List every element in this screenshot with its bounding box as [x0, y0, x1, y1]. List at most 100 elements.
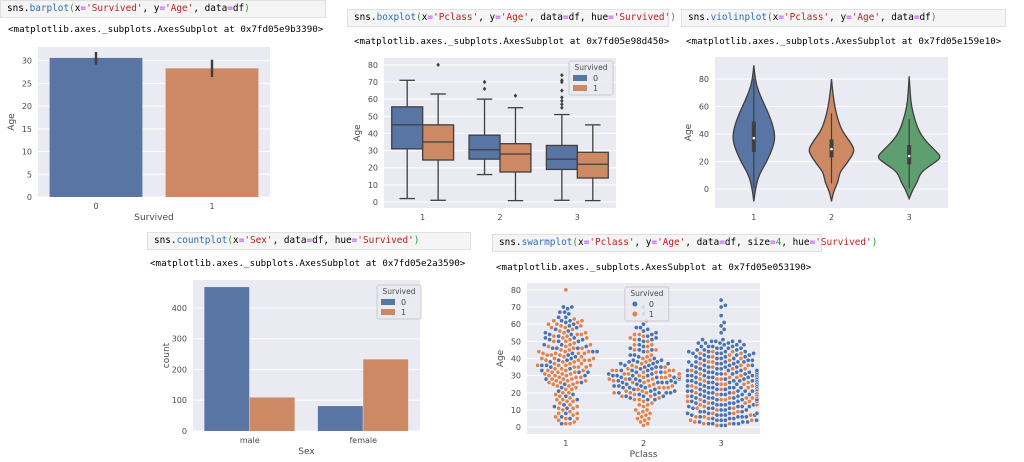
code-cell-countplot[interactable]: sns.countplot(x='Sex', data=df, hue='Sur…: [147, 232, 471, 250]
swarm-point: [739, 397, 745, 402]
swarm-point: [574, 397, 580, 402]
swarm-point: [641, 369, 646, 375]
swarm-point: [697, 414, 703, 420]
swarm-point: [649, 342, 655, 348]
code-token: =: [608, 12, 614, 23]
code-token: sns.: [354, 12, 377, 23]
swarm-point: [702, 378, 707, 384]
swarm-point: [710, 405, 716, 411]
swarm-point: [567, 361, 573, 366]
swarm-point: [583, 344, 589, 349]
swarm-point: [742, 371, 748, 377]
code-token: 'Survived': [815, 237, 872, 248]
code-token: =: [770, 237, 776, 248]
code-token: 'Survived': [357, 235, 414, 246]
swarm-point: [706, 375, 711, 380]
swarm-point: [697, 402, 703, 408]
code-token: =: [495, 12, 501, 23]
chart-countplot: 0 100 200 300 400 male female count Sex Survived 0…: [162, 280, 422, 457]
swarm-point: [567, 395, 573, 401]
legend-title: Survived: [575, 63, 608, 72]
swarm-point: [714, 356, 720, 361]
swarm-point: [568, 356, 574, 361]
code-token: 'Pclass': [589, 237, 635, 248]
swarm-point: [741, 381, 747, 387]
swarm-point: [569, 376, 575, 382]
code-cell-boxplot[interactable]: sns.boxplot(x='Pclass', y='Age', data=df…: [347, 9, 676, 27]
swarm-point: [645, 339, 651, 344]
swarm-point: [721, 320, 727, 325]
swarm-point: [735, 359, 741, 365]
swarm-point: [539, 363, 545, 368]
swarm-point: [723, 402, 728, 408]
swarm-point: [697, 376, 703, 382]
swarm-point: [626, 359, 632, 365]
swarm-point: [717, 340, 723, 346]
swarm-point: [730, 366, 735, 372]
swarm-point: [647, 383, 652, 389]
swarm-point: [702, 363, 707, 368]
code-token: , y: [478, 12, 496, 23]
swarm-point: [552, 361, 557, 366]
swarm-point: [744, 395, 749, 401]
code-token: =: [238, 235, 245, 246]
swarm-point: [685, 399, 690, 404]
swarm-point: [718, 361, 724, 366]
swarm-point: [567, 409, 573, 414]
swarm-point: [643, 412, 649, 418]
swarm-point: [632, 337, 637, 342]
swarm-point: [731, 400, 737, 406]
swarm-point: [637, 392, 642, 397]
swarm-point: [710, 354, 716, 360]
swarm-point: [556, 375, 562, 380]
swarm-point: [734, 352, 740, 358]
code-cell-barplot[interactable]: sns.barplot(x='Survived', y='Age', data=…: [0, 0, 326, 18]
x-tick-label: 3: [575, 213, 580, 222]
swarm-point: [649, 337, 655, 342]
swarm-point: [562, 381, 567, 387]
bar: [317, 406, 363, 431]
swarm-point: [619, 368, 624, 373]
swarm-point: [747, 352, 752, 358]
swarm-point: [714, 417, 720, 423]
code-token: ): [670, 12, 676, 23]
swarm-point: [586, 357, 592, 363]
swarm-point: [536, 349, 542, 354]
y-axis-label: count: [162, 342, 172, 368]
swarm-point: [747, 399, 752, 404]
swarm-point: [742, 354, 748, 360]
swarm-point: [718, 371, 724, 377]
code-cell-swarmplot[interactable]: sns.swarmplot(x='Pclass', y='Age', data=…: [492, 234, 877, 252]
swarm-point: [557, 309, 563, 315]
swarm-point: [557, 352, 563, 358]
swarm-point: [714, 361, 720, 366]
swarm-point: [667, 373, 673, 378]
swarm-point: [563, 363, 569, 368]
swarm-point: [718, 345, 724, 351]
swarm-point: [710, 375, 716, 380]
swarm-point: [632, 342, 637, 348]
swarm-point: [564, 357, 570, 363]
swarm-point: [567, 402, 573, 408]
swarm-point: [685, 378, 690, 384]
swarm-point: [723, 371, 728, 377]
swarm-point: [718, 304, 724, 310]
code-token: =: [651, 237, 658, 248]
code-cell-violinplot[interactable]: sns.violinplot(x='Pclass', y='Age', data…: [681, 9, 1006, 27]
swarm-point: [747, 369, 752, 375]
swarm-point: [745, 385, 751, 390]
swarm-point: [632, 392, 637, 397]
swarm-point: [641, 344, 646, 349]
swarm-point: [702, 414, 707, 420]
swarm-point: [566, 311, 572, 317]
y-tick-label: 80: [368, 61, 378, 70]
swarm-point: [706, 400, 711, 406]
swarm-point: [735, 399, 741, 404]
swarm-point: [690, 351, 696, 356]
swarm-point: [690, 405, 696, 411]
swarm-point: [671, 375, 677, 380]
bar: [363, 359, 409, 431]
swarm-point: [745, 419, 750, 425]
swarm-point: [588, 342, 593, 348]
swarm-point: [645, 402, 651, 408]
